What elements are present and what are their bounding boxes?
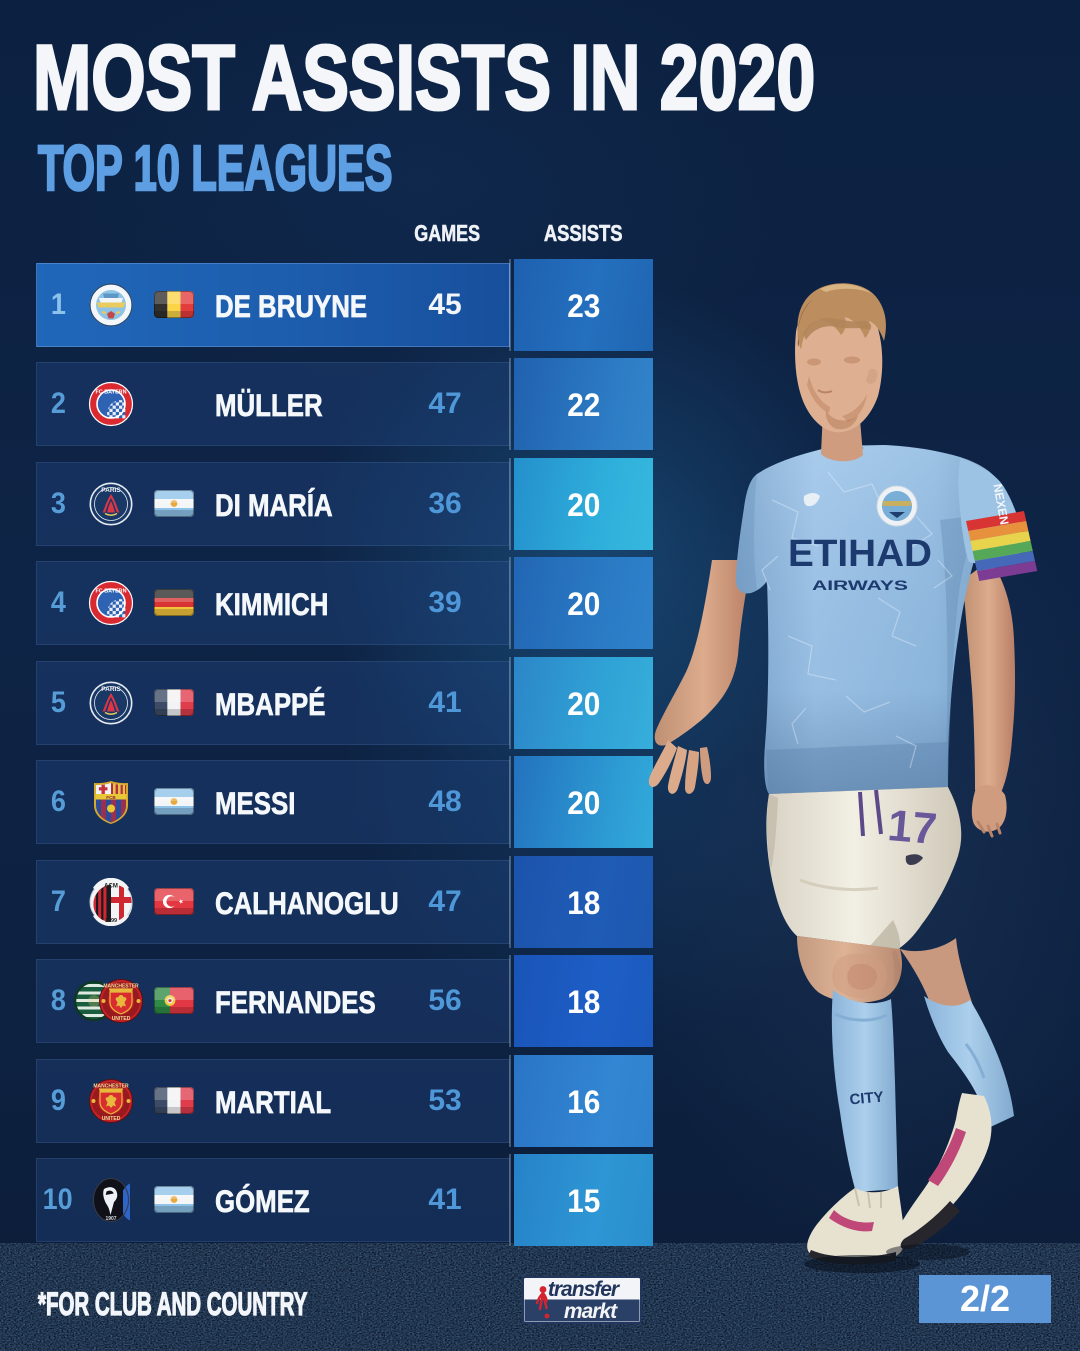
svg-text:1899: 1899 [105, 918, 117, 924]
svg-text:FC BAYERN: FC BAYERN [96, 588, 127, 594]
svg-text:UNITED: UNITED [112, 1016, 131, 1022]
svg-text:1907: 1907 [105, 1216, 116, 1222]
svg-text:CITY: CITY [849, 1089, 885, 1109]
svg-text:MANCHESTER: MANCHESTER [93, 1084, 129, 1090]
svg-text:MANCHESTER: MANCHESTER [103, 984, 139, 990]
svg-text:FC BAYERN: FC BAYERN [96, 389, 127, 395]
svg-text:AIRWAYS: AIRWAYS [812, 578, 908, 593]
svg-text:PARIS: PARIS [101, 686, 121, 693]
svg-text:transfer: transfer [548, 1278, 621, 1301]
svg-text:FCB: FCB [106, 795, 116, 800]
svg-text:17: 17 [886, 801, 939, 854]
svg-text:markt: markt [564, 1300, 618, 1323]
svg-text:UNITED: UNITED [102, 1116, 121, 1122]
svg-text:ETIHAD: ETIHAD [788, 533, 932, 575]
svg-text:ACM: ACM [104, 884, 118, 890]
svg-text:PARIS: PARIS [101, 487, 121, 494]
